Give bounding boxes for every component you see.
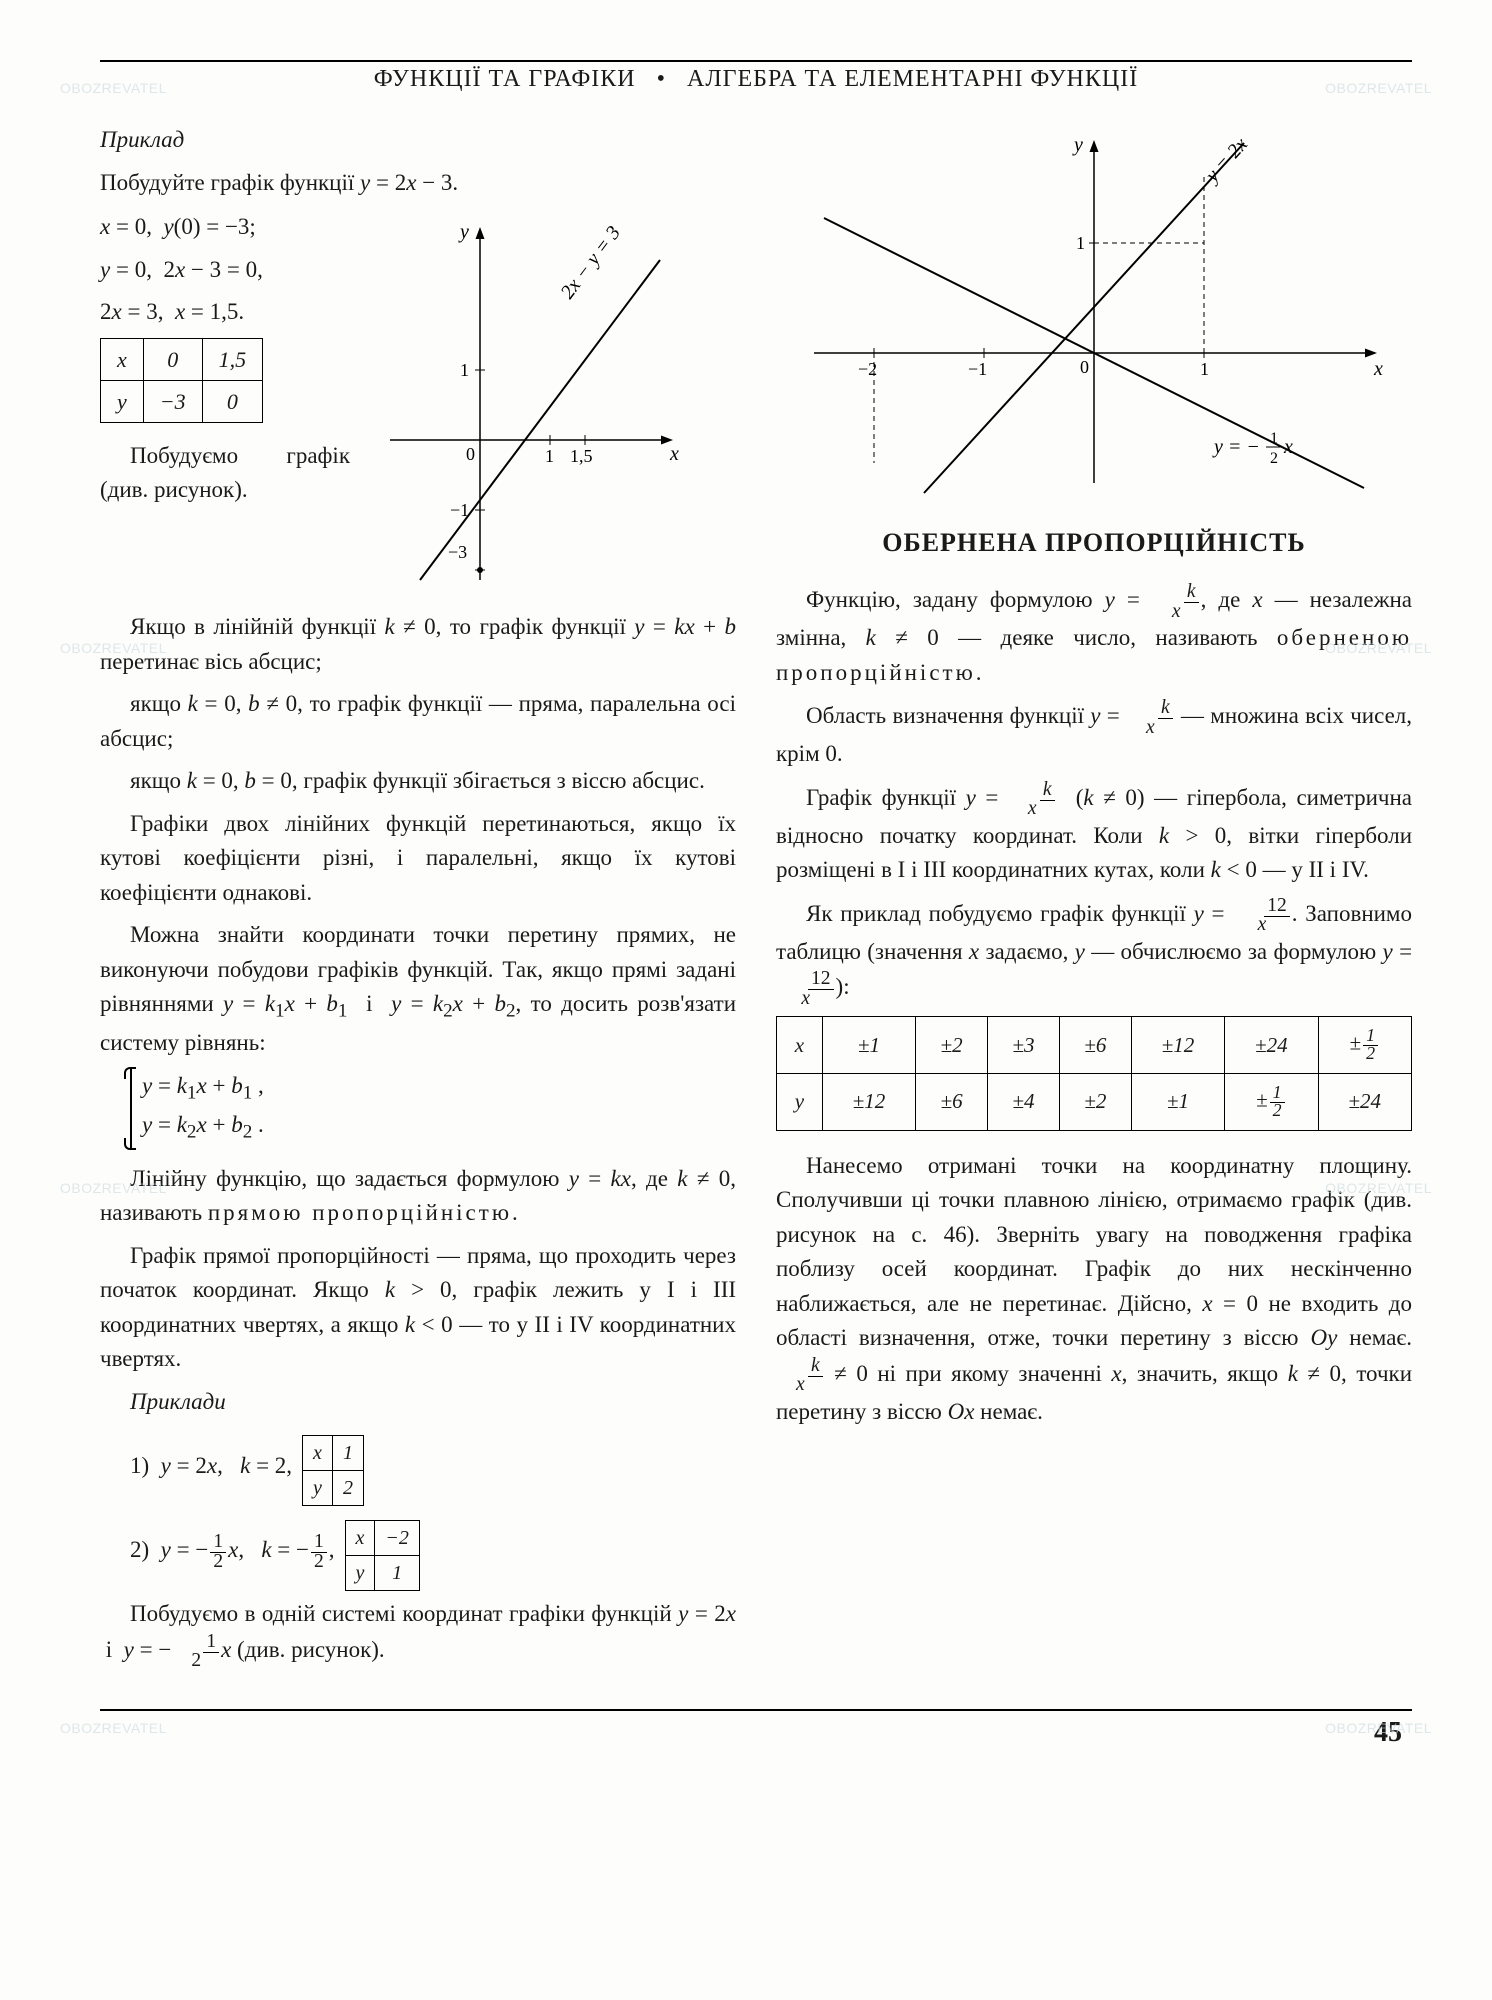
rpara-5: Нанесемо отримані точки на координатну п… [776,1149,1412,1430]
page-header: ФУНКЦІЇ ТА ГРАФІКИ • АЛГЕБРА ТА ЕЛЕМЕНТА… [100,66,1412,93]
example-item-2: 2) y = −12x, k = −12, x−2 y1 [130,1512,736,1591]
bottom-rule [100,1709,1412,1711]
table-1: x01,5 y−30 [100,338,263,423]
svg-text:1: 1 [1076,233,1085,253]
para-2: якщо k = 0, b ≠ 0, то графік функції — п… [100,687,736,756]
main-columns: Приклад Побудуйте графік функції y = 2x … [100,123,1412,1679]
para-6: Лінійну функцію, що задається формулою y… [100,1162,736,1231]
rpara-1: Функцію, задану формулою y = kx, де x — … [776,582,1412,690]
para-7: Графік прямої пропорційності — пряма, що… [100,1239,736,1377]
table-2: x ±1 ±2 ±3 ±6 ±12 ±24 ±12 y ±12 ±6 ±4 ±2… [776,1016,1412,1130]
right-column: x y 0 1 −1 −2 1 y = 2x y = − 1 [776,123,1412,1679]
para-1: Якщо в лінійній функції k ≠ 0, то графік… [100,610,736,679]
header-left: ФУНКЦІЇ ТА ГРАФІКИ [374,66,636,92]
example-row: x = 0, y(0) = −3; y = 0, 2x − 3 = 0, 2x … [100,210,736,590]
para-3: якщо k = 0, b = 0, графік функції збігає… [100,764,736,799]
svg-text:0: 0 [1080,357,1089,377]
left-column: Приклад Побудуйте графік функції y = 2x … [100,123,736,1679]
header-rule [100,60,1412,62]
graph-1: x y 0 1 −1 −3 1,5 1 [370,210,690,590]
svg-text:y: y [458,221,469,243]
rpara-3: Графік функції y = kx (k ≠ 0) — гіпербол… [776,780,1412,888]
svg-text:y = 2x: y = 2x [1200,133,1252,187]
svg-text:2x − y = 3: 2x − y = 3 [556,222,625,303]
graph-1-wrap: x y 0 1 −1 −3 1,5 1 [370,210,736,590]
page-number: 45 [100,1717,1412,1749]
para-8: Побудуємо в одній системі координат граф… [100,1597,736,1671]
svg-text:x: x [669,443,679,465]
example-calc: x = 0, y(0) = −3; y = 0, 2x − 3 = 0, 2x … [100,210,350,590]
para-5: Можна знайти координати точки перетину п… [100,918,736,1061]
system-brace: y = k1x + b1 , y = k2x + b2 . [130,1069,264,1148]
example-label: Приклад [100,123,736,158]
build-graph-text: Побудуємо графік (див. рисунок). [100,439,350,508]
para-4: Графіки двох лінійних функцій перетинают… [100,807,736,911]
svg-text:y = −: y = − [1212,436,1260,458]
page-root: OBOZREVATEL OBOZREVATEL OBOZREVATEL OBOZ… [0,0,1492,2000]
svg-text:−3: −3 [448,542,467,562]
svg-text:1: 1 [545,446,554,466]
svg-text:0: 0 [466,444,475,464]
table-ex1: x1 y2 [302,1435,364,1506]
svg-text:1: 1 [1270,430,1278,447]
graph-2: x y 0 1 −1 −2 1 y = 2x y = − 1 [784,123,1404,503]
rpara-4: Як приклад побудуємо графік функції y = … [776,896,1412,1009]
svg-text:y: y [1072,134,1083,156]
svg-text:−1: −1 [968,359,987,379]
table-ex2: x−2 y1 [345,1520,420,1591]
example-text: Побудуйте графік функції y = 2x − 3. [100,166,736,201]
example-item-1: 1) y = 2x, k = 2, x1 y2 [130,1427,736,1506]
svg-text:1,5: 1,5 [570,446,593,466]
svg-text:1: 1 [460,360,469,380]
section-title: ОБЕРНЕНА ПРОПОРЦІЙНІСТЬ [776,523,1412,562]
svg-text:2: 2 [1270,450,1278,467]
svg-text:x: x [1283,436,1293,458]
examples-label: Приклади [100,1385,736,1420]
svg-text:1: 1 [1200,359,1209,379]
svg-text:x: x [1373,358,1383,380]
header-right: АЛГЕБРА ТА ЕЛЕМЕНТАРНІ ФУНКЦІЇ [687,66,1138,92]
rpara-2: Область визначення функції y = kx — множ… [776,698,1412,772]
